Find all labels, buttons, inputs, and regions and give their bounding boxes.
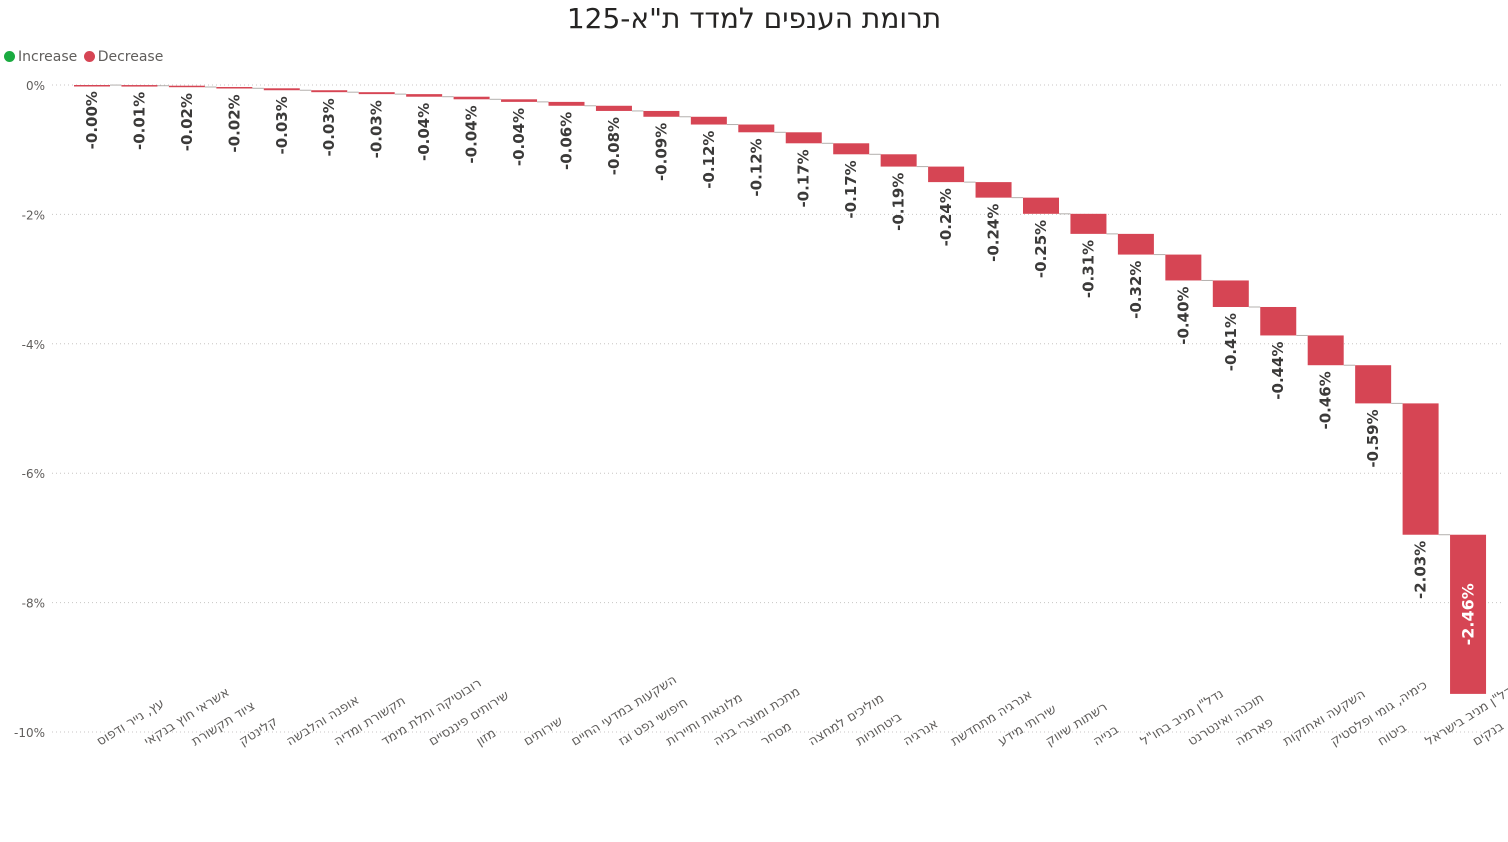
data-label: -0.32% [1127,261,1145,319]
data-label: -0.01% [130,92,148,150]
waterfall-bar[interactable] [1070,213,1107,234]
data-label: -0.09% [652,123,670,181]
data-label: -0.24% [937,188,955,246]
legend-item-increase[interactable]: Increase [4,49,77,65]
waterfall-bar[interactable] [1450,534,1487,694]
waterfall-bar[interactable] [453,96,490,100]
waterfall-bar[interactable] [1212,280,1249,307]
x-category-label: ביטוח [1375,720,1409,749]
chart-title: תרומת הענפים למדד ת"א-125 [566,2,942,35]
data-label: -0.59% [1364,409,1382,467]
y-tick-label: -2% [22,208,45,222]
data-label: -0.03% [320,98,338,156]
data-label: -0.08% [605,117,623,175]
increase-dot-icon [4,51,15,62]
waterfall-bar[interactable] [738,124,775,133]
x-category-label: מסחר [758,719,794,749]
legend-label-decrease: Decrease [97,49,164,65]
data-label: -0.44% [1269,341,1287,399]
y-tick-label: -10% [14,726,45,740]
data-label: -0.12% [700,131,718,189]
data-label: -0.19% [890,173,908,231]
data-label: -0.03% [273,96,291,154]
waterfall-bar[interactable] [1355,365,1392,404]
legend-label-increase: Increase [18,49,78,65]
waterfall-bar[interactable] [1165,254,1202,281]
waterfall-bar[interactable] [263,88,300,91]
waterfall-bar[interactable] [1023,197,1059,214]
waterfall-bar[interactable] [1117,233,1154,255]
x-category-label: אנרגיה מתחדשת [948,687,1035,749]
waterfall-bar[interactable] [928,166,965,183]
waterfall-bar[interactable] [74,85,110,87]
x-category-label: בנייה [1091,722,1122,749]
data-label: -0.00% [83,91,101,149]
waterfall-bar[interactable] [643,110,680,117]
data-label: -0.06% [558,112,576,170]
waterfall-bar[interactable] [406,94,443,97]
waterfall-bar[interactable] [1402,403,1439,535]
data-label: -0.02% [178,93,196,151]
data-label: -0.24% [985,204,1003,262]
waterfall-bar[interactable] [311,90,348,93]
waterfall-bar[interactable] [975,182,1012,198]
waterfall-bar[interactable] [1307,335,1344,366]
waterfall-bar[interactable] [690,116,727,125]
waterfall-bar[interactable] [1260,306,1297,336]
waterfall-bar[interactable] [216,87,253,89]
data-label: -0.46% [1317,371,1335,429]
legend-item-decrease[interactable]: Decrease [83,49,164,65]
waterfall-bar[interactable] [168,85,205,88]
data-label: -0.40% [1174,286,1192,344]
waterfall-bar[interactable] [785,132,822,144]
y-tick-label: -8% [22,597,45,611]
data-label: -2.46% [1459,583,1478,645]
data-label: -0.03% [368,100,386,158]
x-category-label: נדל"ן מניב בחו"ל [1138,686,1226,749]
data-label: -0.12% [747,138,765,196]
x-category-label: מתכת ומוצרי בניה [711,684,803,749]
y-tick-label: 0% [26,79,45,93]
data-label: -0.04% [463,105,481,163]
data-label: -0.02% [225,94,243,152]
x-category-label: שירותים [521,714,565,750]
data-label: -0.41% [1222,313,1240,371]
legend: Increase Decrease [4,49,165,67]
data-label: -0.04% [415,103,433,161]
waterfall-bar[interactable] [833,143,870,155]
data-label: -0.04% [510,108,528,166]
data-label: -0.17% [842,160,860,218]
data-label: -0.31% [1079,240,1097,298]
waterfall-bar[interactable] [501,99,538,102]
y-tick-label: -6% [22,467,45,481]
data-label: -0.17% [795,149,813,207]
waterfall-bar[interactable] [880,154,917,167]
waterfall-bar[interactable] [548,101,585,106]
data-label: -2.03% [1412,541,1430,599]
x-category-label: אנרגיה [901,717,941,750]
x-category-label: בנקים [1470,719,1506,749]
y-tick-label: -4% [22,338,45,352]
waterfall-bar[interactable] [121,85,158,87]
waterfall-bar[interactable] [358,92,395,95]
data-label: -0.25% [1032,220,1050,278]
x-category-label: השקעה ואחזקות [1280,687,1368,750]
decrease-dot-icon [83,51,95,62]
x-category-label: מזון [474,726,499,750]
waterfall-bar[interactable] [595,105,632,111]
